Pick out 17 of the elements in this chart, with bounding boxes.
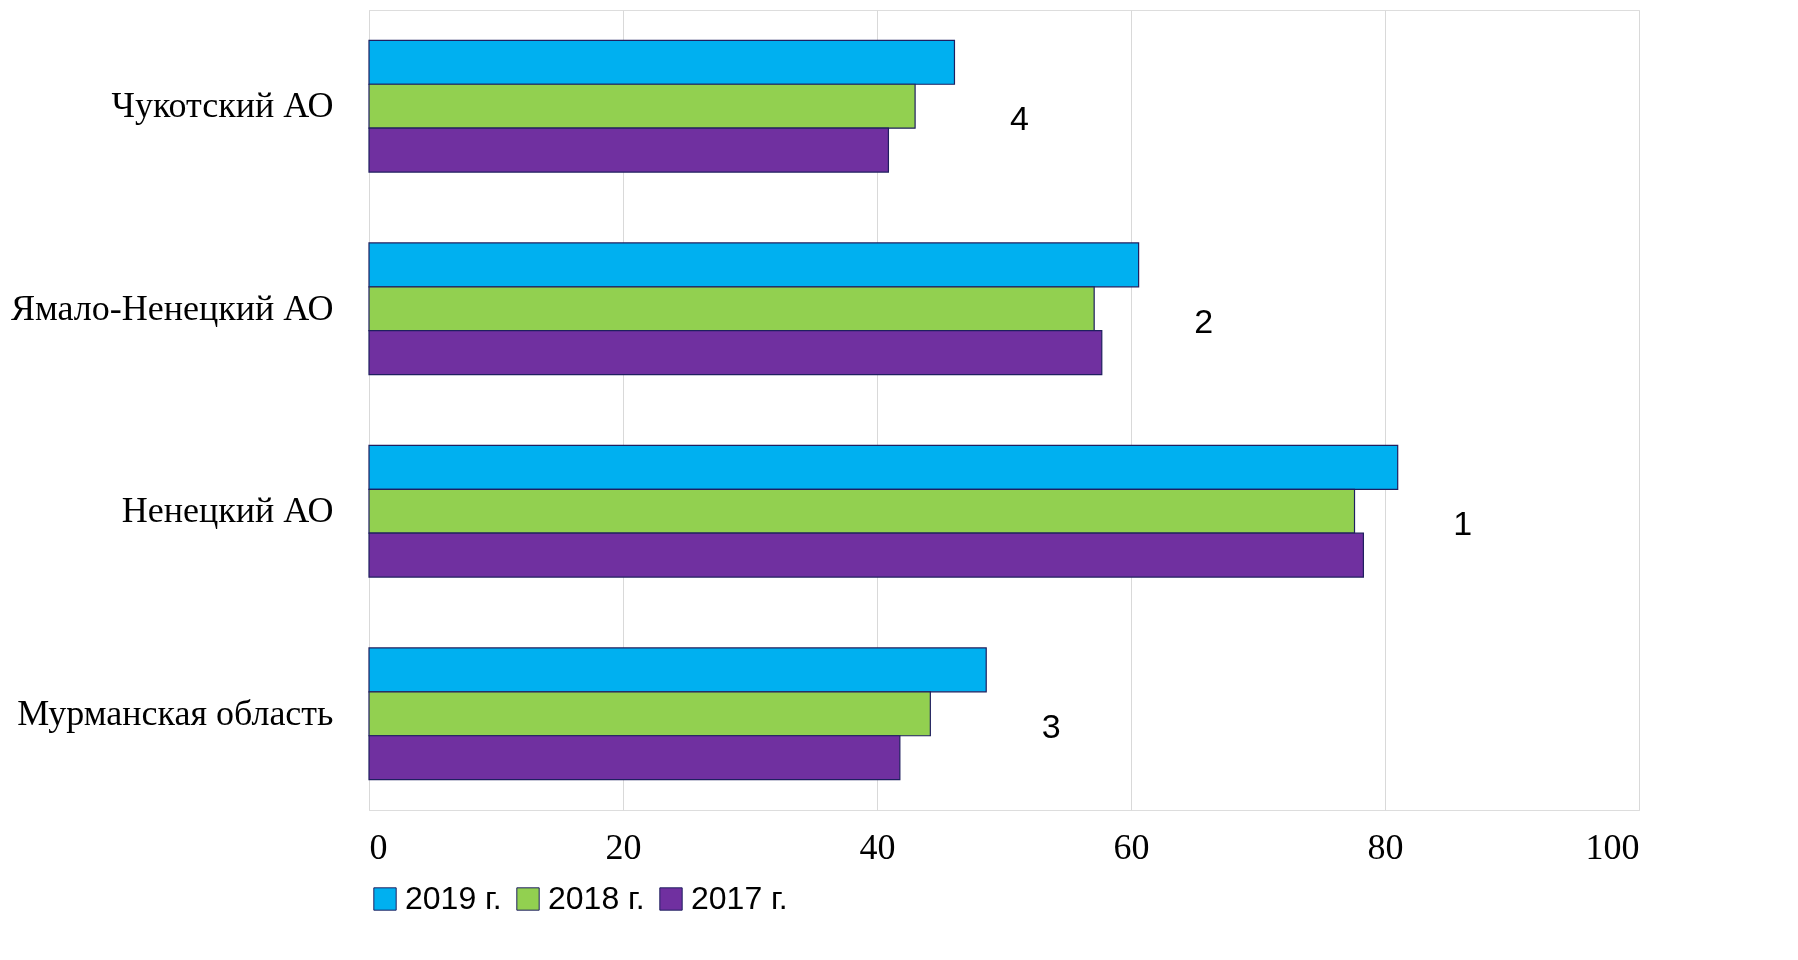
x-tick-label: 60 xyxy=(1113,826,1150,867)
legend-label: 2018 г. xyxy=(548,880,645,916)
annotation: 4 xyxy=(1010,99,1029,138)
y-tick-label: Чукотский АО xyxy=(111,85,334,126)
legend-label: 2017 г. xyxy=(691,880,788,916)
annotation: 2 xyxy=(1194,301,1214,340)
x-tick-label: 0 xyxy=(369,826,388,867)
y-tick-label: Ненецкий АО xyxy=(121,490,334,531)
annotation: 3 xyxy=(1041,706,1061,745)
y-tick-label: Ямало-Ненецкий АО xyxy=(10,287,334,328)
y-tick-label: Мурманская область xyxy=(17,692,334,733)
x-tick-label: 80 xyxy=(1367,826,1404,867)
x-tick-label: 20 xyxy=(605,826,642,867)
x-tick-label: 40 xyxy=(859,826,896,867)
annotation: 1 xyxy=(1453,504,1473,543)
x-tick-label: 100 xyxy=(1585,826,1640,867)
legend-label: 2019 г. xyxy=(405,880,502,916)
